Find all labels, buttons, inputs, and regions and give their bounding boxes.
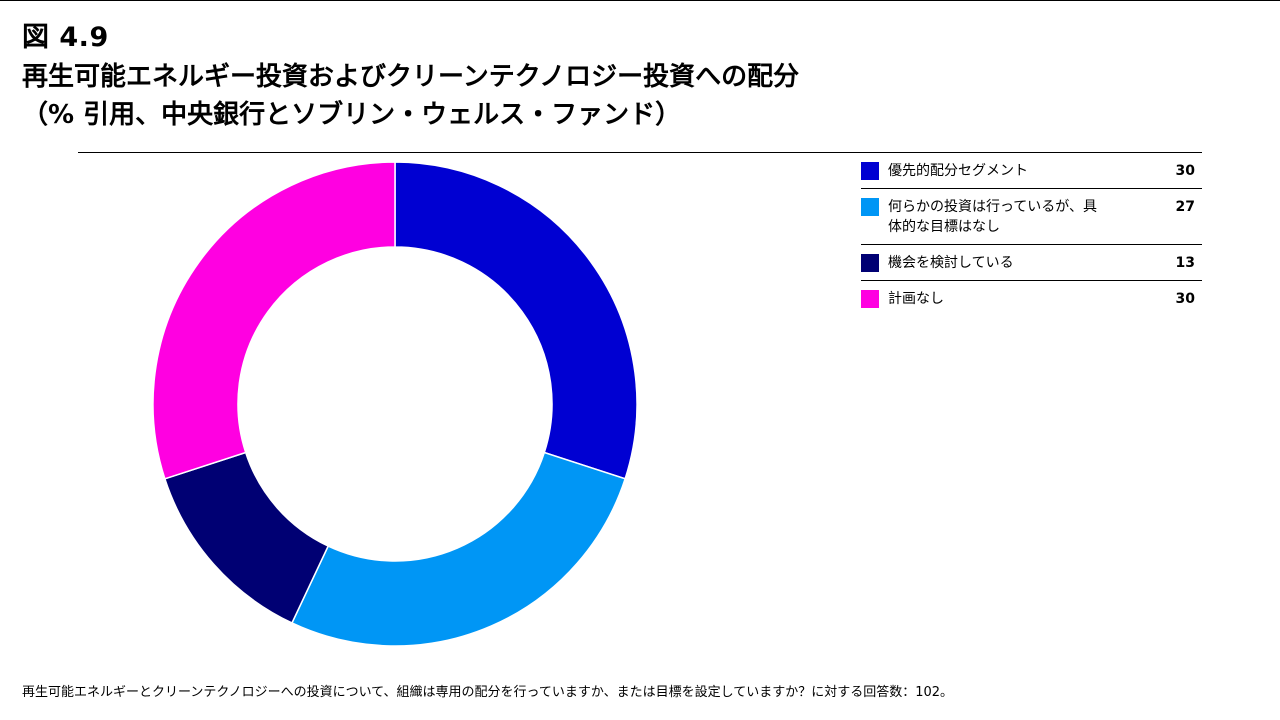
legend-item: 優先的配分セグメント 30: [861, 153, 1202, 189]
legend-swatch: [861, 290, 879, 308]
chart-title-line-1: 再生可能エネルギー投資およびクリーンテクノロジー投資への配分: [22, 62, 800, 92]
chart-title-line-2: （% 引用、中央銀行とソブリン・ウェルス・ファンド）: [22, 100, 682, 130]
donut-slice: [290, 451, 627, 647]
chart-divider: [78, 152, 1202, 153]
top-border: [0, 0, 1280, 1]
legend-item: 何らかの投資は行っているが、具体的な目標はなし 27: [861, 189, 1202, 245]
legend-swatch: [861, 198, 879, 216]
legend-value: 13: [1175, 255, 1195, 271]
legend-value: 30: [1175, 291, 1195, 307]
legend-item: 計画なし 30: [861, 281, 1202, 316]
donut-slice: [394, 161, 638, 480]
donut-slice: [163, 451, 330, 624]
legend-value: 30: [1175, 163, 1195, 179]
legend-swatch: [861, 162, 879, 180]
legend-label: 機会を検討している: [888, 255, 1014, 271]
figure-label: 図 4.9: [22, 22, 109, 53]
legend-label: 何らかの投資は行っているが、具体的な目標はなし: [888, 199, 1098, 235]
footnote: 再生可能エネルギーとクリーンテクノロジーへの投資について、組織は専用の配分を行っ…: [22, 685, 954, 700]
legend-value: 27: [1175, 199, 1195, 215]
legend-label: 優先的配分セグメント: [888, 163, 1028, 179]
donut-slice: [152, 161, 396, 480]
legend: 優先的配分セグメント 30 何らかの投資は行っているが、具体的な目標はなし 27…: [861, 153, 1202, 316]
legend-label: 計画なし: [888, 291, 944, 307]
legend-item: 機会を検討している 13: [861, 245, 1202, 281]
legend-swatch: [861, 254, 879, 272]
